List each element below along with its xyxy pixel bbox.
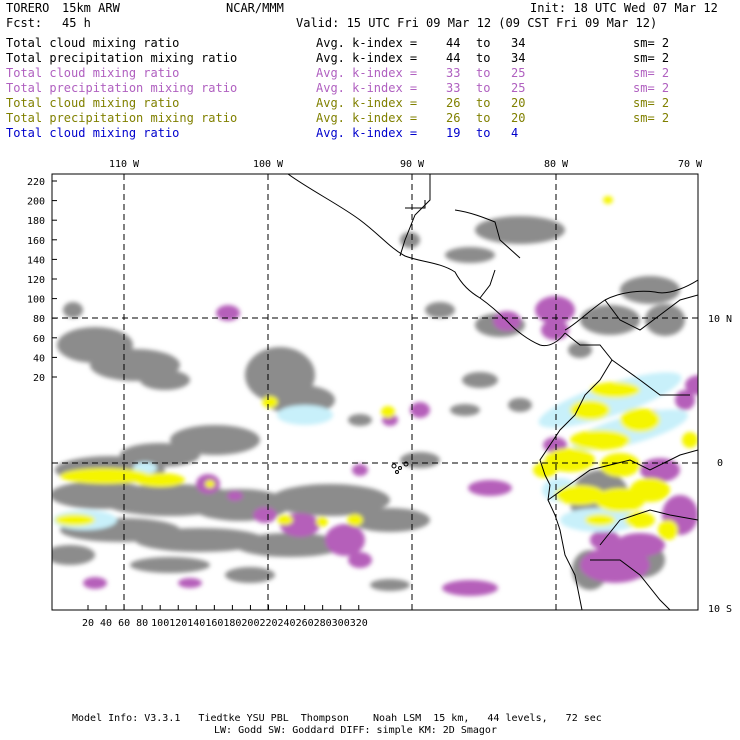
init-time: Init: 18 UTC Wed 07 Mar 12 (530, 1, 718, 15)
legend-smoothing: sm= 2 (633, 66, 670, 80)
legend-stat-label: Avg. k-index = (316, 66, 418, 80)
left-axis-label: 60 (33, 334, 45, 345)
legend-from-value: 26 (446, 111, 461, 125)
legend-field-name: Total cloud mixing ratio (6, 66, 180, 80)
bottom-axis-label: 20 (82, 618, 94, 629)
left-axis-label: 120 (27, 275, 45, 286)
bottom-axis-label: 240 (278, 618, 296, 629)
bottom-axis-label: 160 (205, 618, 223, 629)
longitude-label: 80 W (544, 159, 569, 170)
longitude-label: 100 W (253, 159, 284, 170)
bottom-axis-label: 100 (151, 618, 169, 629)
legend-to-word: to (476, 66, 491, 80)
bottom-axis-label: 140 (187, 618, 205, 629)
forecast-label: Fcst: (6, 16, 43, 30)
left-axis-label: 40 (33, 353, 45, 364)
bottom-axis-label: 280 (314, 618, 332, 629)
legend-to-word: to (476, 36, 491, 50)
legend-smoothing: sm= 2 (633, 81, 670, 95)
precip-mixing-yellow (55, 196, 698, 540)
latitude-label: 10 S (708, 604, 732, 615)
legend-to-word: to (476, 111, 491, 125)
organization: NCAR/MMM (226, 1, 284, 15)
bottom-axis-label: 260 (296, 618, 314, 629)
left-axis-label: 100 (27, 295, 45, 306)
graticule (52, 174, 698, 610)
legend-field-name: Total cloud mixing ratio (6, 126, 180, 140)
legend-from-value: 44 (446, 51, 461, 65)
bottom-axis-label: 200 (241, 618, 259, 629)
legend-smoothing: sm= 2 (633, 36, 670, 50)
model-resolution: 15km ARW (62, 1, 120, 15)
legend-from-value: 33 (446, 81, 461, 95)
legend-stat-label: Avg. k-index = (316, 36, 418, 50)
valid-time: Valid: 15 UTC Fri 09 Mar 12 (09 CST Fri … (296, 16, 658, 30)
coastlines (287, 174, 698, 610)
left-axis-label: 200 (27, 197, 45, 208)
galapagos-islands (391, 461, 409, 474)
left-axis-label: 220 (27, 177, 45, 188)
bottom-axis-label: 40 (100, 618, 112, 629)
legend-field-name: Total precipitation mixing ratio (6, 111, 238, 125)
legend-to-value: 34 (511, 51, 526, 65)
legend-smoothing: sm= 2 (633, 96, 670, 110)
legend-to-word: to (476, 51, 491, 65)
legend-from-value: 26 (446, 96, 461, 110)
bottom-axis-label: 60 (118, 618, 130, 629)
legend-stat-label: Avg. k-index = (316, 111, 418, 125)
left-axis-label: 20 (33, 373, 45, 384)
model-name: TORERO (6, 1, 50, 15)
longitude-label: 70 W (678, 159, 703, 170)
bottom-axis-label: 300 (332, 618, 350, 629)
bottom-axis-label: 220 (259, 618, 277, 629)
latitude-label: 10 N (708, 314, 732, 325)
legend-to-value: 25 (511, 66, 526, 80)
model-info: Model Info: V3.3.1 Tiedtke YSU PBL Thomp… (72, 713, 602, 724)
map-frame (51, 173, 699, 611)
left-axis-label: 180 (27, 216, 45, 227)
forecast-hours: 45 h (62, 16, 91, 30)
bottom-axis-label: 320 (350, 618, 368, 629)
legend-stat-label: Avg. k-index = (316, 126, 418, 140)
cloud-fields (52, 196, 698, 596)
legend-stat-label: Avg. k-index = (316, 81, 418, 95)
left-axis-label: 80 (33, 314, 45, 325)
physics-info: LW: Godd SW: Goddard DIFF: simple KM: 2D… (214, 725, 497, 736)
legend-smoothing: sm= 2 (633, 111, 670, 125)
left-axis-label: 140 (27, 255, 45, 266)
legend-stat-label: Avg. k-index = (316, 96, 418, 110)
left-axis-label: 160 (27, 236, 45, 247)
legend-field-name: Total cloud mixing ratio (6, 36, 180, 50)
latitude-label: 0 (717, 458, 723, 469)
bottom-axis-label: 180 (223, 618, 241, 629)
legend-to-value: 20 (511, 111, 526, 125)
legend-to-word: to (476, 96, 491, 110)
legend-from-value: 44 (446, 36, 461, 50)
bottom-axis-label: 120 (169, 618, 187, 629)
legend-to-value: 25 (511, 81, 526, 95)
longitude-label: 90 W (400, 159, 425, 170)
legend-field-name: Total precipitation mixing ratio (6, 81, 238, 95)
legend-field-name: Total cloud mixing ratio (6, 96, 180, 110)
legend-to-value: 4 (511, 126, 519, 140)
legend-to-word: to (476, 81, 491, 95)
legend-stat-label: Avg. k-index = (316, 51, 418, 65)
legend-from-value: 19 (446, 126, 461, 140)
longitude-label: 110 W (109, 159, 140, 170)
legend-to-value: 34 (511, 36, 526, 50)
legend-field-name: Total precipitation mixing ratio (6, 51, 238, 65)
bottom-axis-label: 80 (136, 618, 148, 629)
legend-smoothing: sm= 2 (633, 51, 670, 65)
legend-to-word: to (476, 126, 491, 140)
legend-to-value: 20 (511, 96, 526, 110)
legend-from-value: 33 (446, 66, 461, 80)
